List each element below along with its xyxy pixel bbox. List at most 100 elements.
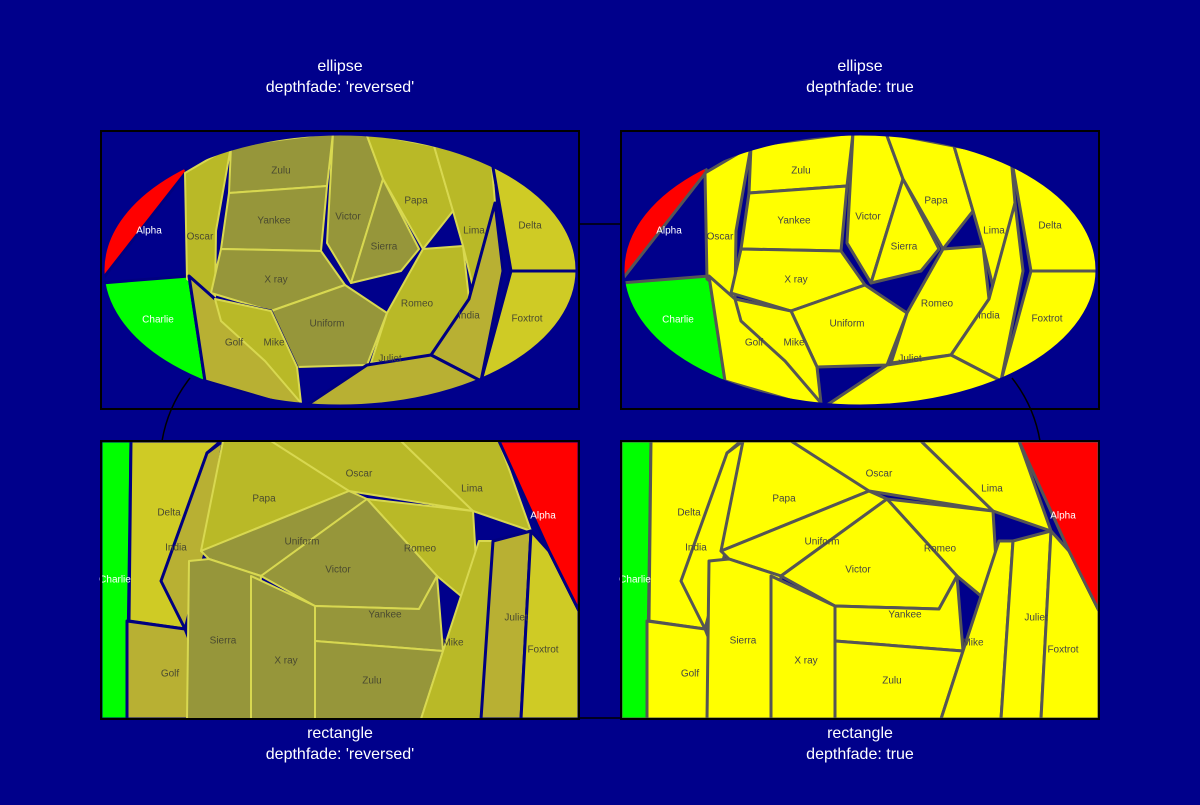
cell-sierra[interactable] — [869, 177, 941, 285]
cell-zulu[interactable] — [228, 133, 334, 194]
cell-label: Sierra — [730, 636, 757, 647]
cell-label: Golf — [225, 338, 244, 349]
cell-label: Uniform — [284, 537, 319, 548]
cell-label: Foxtrot — [527, 645, 558, 656]
cell-zulu[interactable] — [833, 639, 965, 719]
caption-line2: depthfade: 'reversed' — [265, 746, 415, 763]
cell-zulu[interactable] — [747, 133, 855, 195]
ellipse-outline — [621, 132, 1099, 408]
cell-label: Papa — [772, 494, 796, 505]
panel-rectangle-reversed: Charlie Delta India Golf Papa Oscar Lima Unifor… — [99, 440, 580, 720]
cell-label: Charlie — [99, 575, 131, 586]
cell-label: Sierra — [210, 636, 237, 647]
cell-label: Mike — [783, 338, 805, 349]
cell-sierra[interactable] — [350, 178, 420, 284]
caption-line1: rectangle — [827, 725, 893, 742]
cell-label: Lima — [981, 484, 1003, 495]
cell-label: X ray — [274, 656, 297, 667]
panel-content: Charlie Delta India Golf Papa Oscar Lima Unifor… — [99, 440, 580, 720]
cell-label: Lima — [461, 484, 483, 495]
cell-label: Juliet — [378, 354, 402, 365]
cell-charlie[interactable] — [621, 274, 727, 409]
connector-line — [1011, 377, 1041, 442]
cell-label: Mike — [962, 638, 984, 649]
cell-label: Yankee — [368, 610, 402, 621]
cell-label: Yankee — [777, 216, 811, 227]
cell-label: Delta — [1038, 221, 1062, 232]
cell-label: Yankee — [888, 610, 922, 621]
caption-line1: ellipse — [837, 58, 883, 75]
cell-zulu[interactable] — [314, 640, 444, 719]
cell-charlie[interactable] — [101, 274, 207, 409]
cell-label: Uniform — [829, 319, 864, 330]
connector-line — [161, 377, 191, 442]
cell-india[interactable] — [949, 201, 1025, 383]
caption-line2: depthfade: 'reversed' — [265, 79, 415, 96]
cell-alpha[interactable] — [497, 441, 579, 613]
cell-label: Zulu — [791, 166, 810, 177]
cell-juliet[interactable] — [479, 529, 533, 719]
caption-line1: rectangle — [307, 725, 373, 742]
cell-alpha[interactable] — [1017, 441, 1099, 613]
panel-frame — [620, 130, 1100, 410]
cell-yankee[interactable] — [314, 575, 444, 652]
cell-juliet[interactable] — [999, 529, 1053, 719]
cell-label: Victor — [855, 212, 881, 223]
cell-label: Victor — [845, 565, 871, 576]
cell-label: Golf — [745, 338, 764, 349]
cell-yankee[interactable] — [833, 574, 965, 653]
cell-label: Oscar — [707, 232, 734, 243]
cell-label: Lima — [983, 226, 1005, 237]
cell-label: Mike — [263, 338, 285, 349]
cell-label: Papa — [924, 196, 948, 207]
cell-label: Juliet — [504, 613, 528, 624]
cell-label: Romeo — [924, 544, 957, 555]
ellipse-outline — [101, 132, 579, 408]
cell-label: Foxtrot — [1031, 314, 1062, 325]
cell-label: Delta — [677, 508, 701, 519]
cell-label: Papa — [404, 196, 428, 207]
cell-alpha[interactable] — [101, 131, 189, 283]
cell-label: Delta — [518, 221, 542, 232]
cell-label: Zulu — [362, 676, 381, 687]
cell-label: Alpha — [136, 226, 162, 237]
cell-x-ray[interactable] — [769, 574, 837, 719]
cell-label: Romeo — [404, 544, 437, 555]
cell-label: Sierra — [371, 242, 398, 253]
caption-line2: depthfade: true — [806, 79, 914, 96]
cell-india[interactable] — [429, 201, 505, 383]
cell-label: Lima — [463, 226, 485, 237]
cell-x-ray[interactable] — [250, 575, 316, 719]
panel-frame — [100, 130, 580, 410]
cell-alpha[interactable] — [621, 131, 709, 283]
cell-label: India — [165, 543, 187, 554]
cell-label: India — [458, 311, 480, 322]
cell-label: Sierra — [891, 242, 918, 253]
cell-label: Alpha — [1050, 511, 1076, 522]
cell-label: Victor — [335, 212, 361, 223]
cell-label: Golf — [681, 669, 700, 680]
cells-group — [101, 441, 579, 719]
panel-rectangle-true: Charlie Delta India Golf Papa Oscar Lima Unifor… — [619, 440, 1100, 720]
cell-label: X ray — [794, 656, 817, 667]
cell-label: X ray — [784, 275, 807, 286]
cell-label: Papa — [252, 494, 276, 505]
cell-label: Uniform — [804, 537, 839, 548]
caption-ellipse-reversed: ellipse depthfade: 'reversed' — [190, 56, 490, 98]
cells-group — [621, 441, 1099, 719]
cell-label: Yankee — [257, 216, 291, 227]
connector-lines — [161, 223, 1041, 719]
cell-label: Zulu — [271, 166, 290, 177]
panel-content: Alpha Charlie Oscar Zulu Yankee X ray Victor Si… — [100, 130, 580, 410]
caption-ellipse-true: ellipse depthfade: true — [710, 56, 1010, 98]
cell-label: Foxtrot — [511, 314, 542, 325]
cell-charlie[interactable] — [621, 441, 653, 719]
panel-ellipse-reversed: Alpha Charlie Oscar Zulu Yankee X ray Victor Si… — [100, 130, 580, 410]
cell-label: X ray — [264, 275, 287, 286]
cell-charlie[interactable] — [101, 441, 133, 719]
cell-label: Romeo — [401, 299, 434, 310]
cell-label: Romeo — [921, 299, 954, 310]
cells-group — [101, 131, 577, 409]
